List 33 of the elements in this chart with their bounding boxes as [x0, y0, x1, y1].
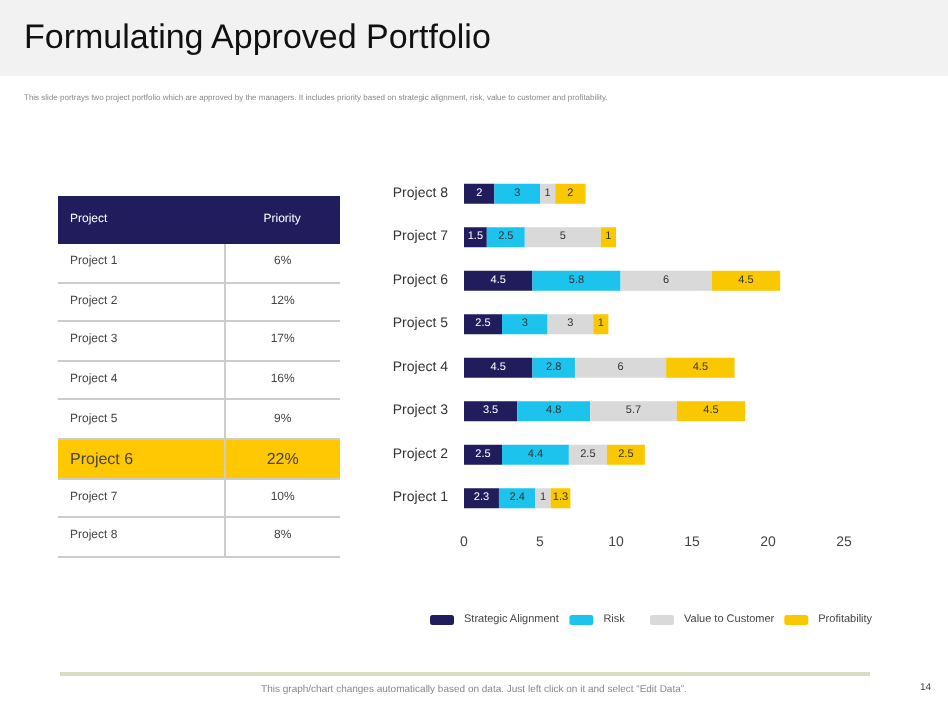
bar [711, 270, 781, 291]
bar [535, 488, 551, 509]
bar [600, 227, 616, 248]
text: Formulating Approved Portfolio [24, 18, 491, 58]
text: 22% [266, 449, 299, 468]
bar [568, 444, 607, 465]
bar [464, 357, 533, 378]
bar [502, 444, 569, 465]
bar [498, 488, 536, 509]
bar [486, 227, 525, 248]
bar [464, 183, 495, 204]
bar [464, 314, 502, 335]
bar [502, 314, 548, 335]
bar [590, 401, 677, 422]
bar [676, 401, 746, 422]
bar [464, 270, 533, 291]
bar [532, 270, 621, 291]
bar [532, 357, 575, 378]
bar [593, 314, 609, 335]
bar [547, 314, 594, 335]
bar [574, 357, 667, 378]
bar [464, 488, 499, 509]
bar [494, 183, 540, 204]
bar [555, 183, 586, 204]
bar [620, 270, 712, 291]
bar [524, 227, 601, 248]
bar [540, 183, 556, 204]
bar [464, 401, 518, 422]
bar [606, 444, 645, 465]
bar [666, 357, 735, 378]
category-label: Project 6 [58, 438, 225, 479]
bar [517, 401, 591, 422]
bar [464, 444, 502, 465]
